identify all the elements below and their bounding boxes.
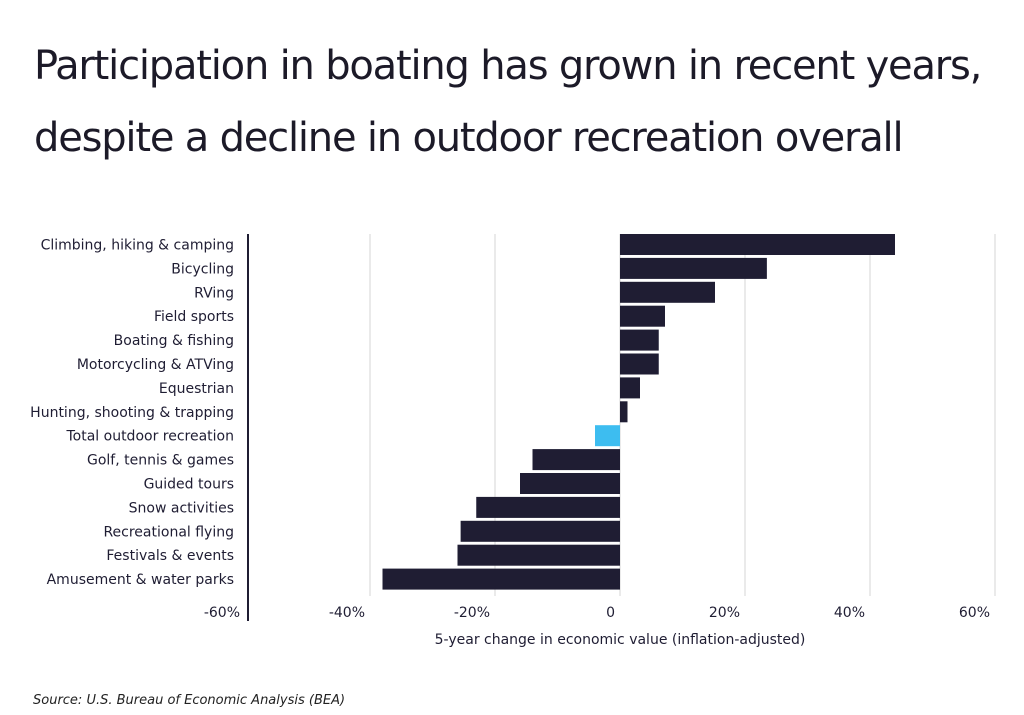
category-label: Golf, tennis & games xyxy=(87,453,234,469)
page-title: Participation in boating has grown in re… xyxy=(34,43,982,161)
bar xyxy=(620,353,659,375)
category-label: Field sports xyxy=(154,309,234,325)
x-tick-labels: -60% -40% -20% 0 20% 40% 60% xyxy=(204,605,990,621)
bar xyxy=(457,544,620,566)
x-axis-title: 5-year change in economic value (inflati… xyxy=(435,632,806,648)
bars xyxy=(382,234,895,590)
x-tick-label: 0 xyxy=(606,605,615,621)
source-note: Source: U.S. Bureau of Economic Analysis… xyxy=(33,693,346,708)
bar-chart: Climbing, hiking & camping Bicycling RVing… xyxy=(30,234,996,648)
category-labels: Climbing, hiking & camping Bicycling RVing… xyxy=(30,238,234,589)
bar xyxy=(620,329,659,351)
bar xyxy=(620,257,767,279)
category-label: Hunting, shooting & trapping xyxy=(30,405,234,421)
bar-highlight xyxy=(595,425,620,447)
category-label: Festivals & events xyxy=(106,548,234,564)
x-tick-label: -60% xyxy=(204,605,240,621)
bar xyxy=(382,568,620,590)
x-tick-label: -20% xyxy=(454,605,490,621)
x-tick-label: 40% xyxy=(834,605,865,621)
x-tick-label: -40% xyxy=(329,605,365,621)
category-label: RVing xyxy=(194,285,234,301)
x-tick-label: 20% xyxy=(709,605,740,621)
bar xyxy=(620,377,640,399)
category-label: Motorcycling & ATVing xyxy=(77,357,234,373)
bar xyxy=(620,234,895,255)
category-label: Recreational flying xyxy=(103,524,234,540)
category-label: Snow activities xyxy=(129,500,234,516)
category-label: Amusement & water parks xyxy=(47,572,234,588)
category-label: Equestrian xyxy=(159,381,234,397)
bar xyxy=(620,401,628,423)
bar xyxy=(532,449,620,471)
bar xyxy=(620,281,715,303)
bar xyxy=(476,496,620,518)
category-label: Climbing, hiking & camping xyxy=(41,238,234,254)
category-label: Guided tours xyxy=(144,477,234,493)
bar xyxy=(460,520,620,542)
bar xyxy=(620,305,665,327)
category-label: Total outdoor recreation xyxy=(65,429,234,445)
category-label: Bicycling xyxy=(171,261,234,277)
x-tick-label: 60% xyxy=(959,605,990,621)
category-label: Boating & fishing xyxy=(114,333,234,349)
bar xyxy=(520,473,620,494)
